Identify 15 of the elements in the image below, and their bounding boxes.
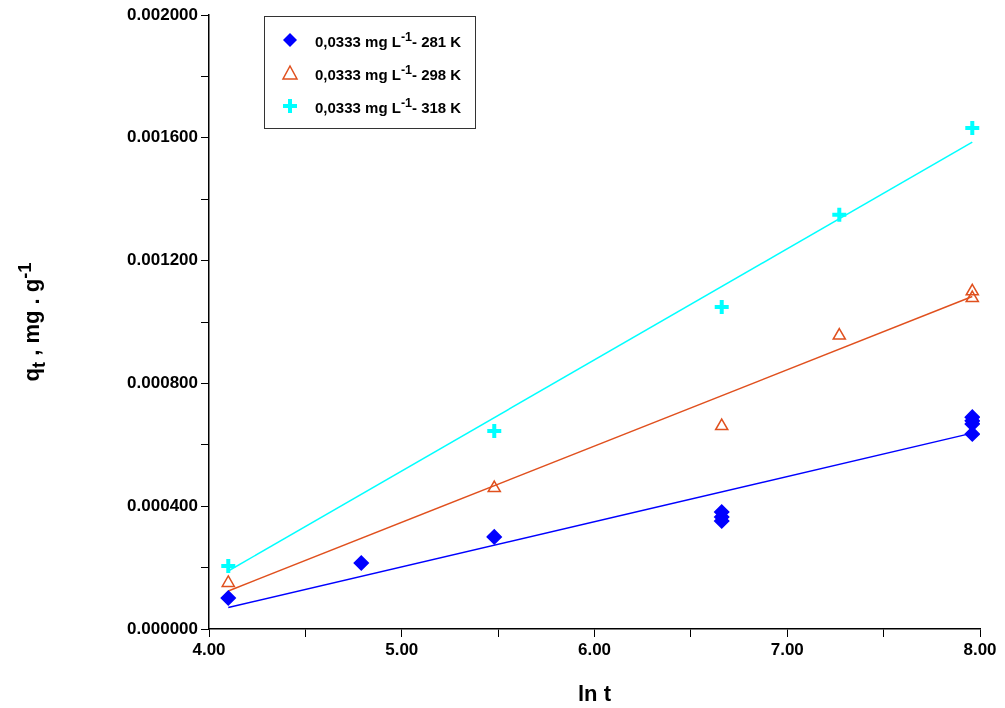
y-tick-label: 0.001200 <box>127 250 198 270</box>
legend-label: 0,0333 mg L$^{-1}$- 318 K <box>315 95 462 116</box>
x-tick-label: 8.00 <box>963 639 997 659</box>
x-tick-label: 7.00 <box>770 639 804 659</box>
x-axis-title: ln t <box>578 680 612 706</box>
y-tick-label: 0.000000 <box>127 618 198 638</box>
x-tick-label: 4.00 <box>192 639 226 659</box>
y-tick-label: 0.002000 <box>127 4 198 24</box>
y-tick-label: 0.000800 <box>127 373 198 393</box>
x-tick-label: 6.00 <box>577 639 612 659</box>
y-tick-label: 0.000400 <box>127 495 198 515</box>
y-tick-label: 0.001600 <box>127 127 198 147</box>
legend-label: 0,0333 mg L$^{-1}$- 281 K <box>315 29 462 50</box>
x-tick-label: 5.00 <box>385 639 419 659</box>
legend-label: 0,0333 mg L$^{-1}$- 298 K <box>315 62 462 83</box>
